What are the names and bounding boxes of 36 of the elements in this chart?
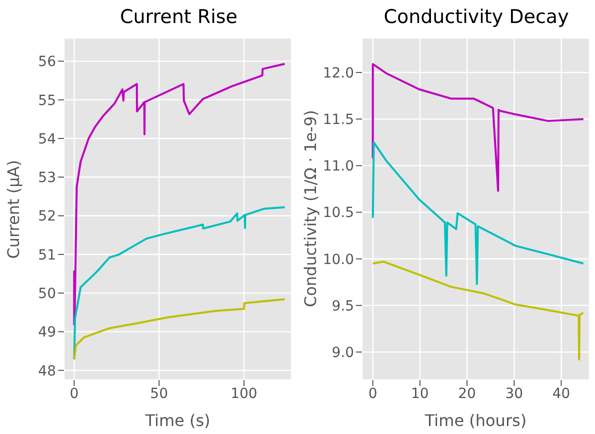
line-series: [371, 260, 584, 360]
y-tick-label: 9.5: [331, 298, 354, 314]
y-tick-label: 49: [38, 324, 56, 341]
y-tick-label: 11.5: [322, 112, 354, 128]
x-tick-label: 10: [410, 386, 428, 402]
y-tick-label: 11.0: [322, 158, 354, 175]
x-tick-label: 0: [70, 386, 79, 402]
x-axis-title: Time (hours): [423, 411, 526, 430]
line-series: [73, 298, 286, 361]
y-tick-label: 51: [38, 247, 56, 264]
y-tick-label: 54: [38, 131, 56, 148]
y-tick-label: 56: [38, 54, 56, 70]
y-tick-label: 10.0: [322, 252, 354, 268]
line-series: [73, 206, 286, 361]
x-axis-title: Time (s): [144, 411, 210, 430]
y-tick-label: 48: [38, 363, 56, 380]
x-tick-label: 20: [458, 386, 476, 402]
y-tick-label: 55: [38, 92, 56, 109]
x-tick-label: 100: [230, 386, 258, 402]
y-axis-title: Current (μA): [4, 160, 22, 258]
line-series: [371, 141, 584, 286]
y-tick-label: 50: [38, 286, 56, 302]
y-tick-label: 10.5: [322, 205, 354, 222]
y-tick-label: 9.0: [331, 345, 354, 362]
x-tick-label: 50: [150, 386, 168, 402]
chart-title: Conductivity Decay: [382, 5, 570, 30]
x-tick-label: 40: [552, 386, 570, 402]
x-tick-label: 30: [504, 386, 523, 402]
line-series: [371, 63, 584, 192]
chart-title: Current Rise: [119, 5, 238, 30]
y-axis-title: Conductivity (1/Ω · 1e-9): [301, 110, 320, 308]
x-tick-label: 0: [368, 386, 377, 402]
y-tick-label: 53: [38, 170, 56, 186]
y-tick-label: 52: [38, 208, 56, 225]
line-series: [73, 62, 286, 326]
y-tick-label: 12.0: [322, 65, 354, 82]
